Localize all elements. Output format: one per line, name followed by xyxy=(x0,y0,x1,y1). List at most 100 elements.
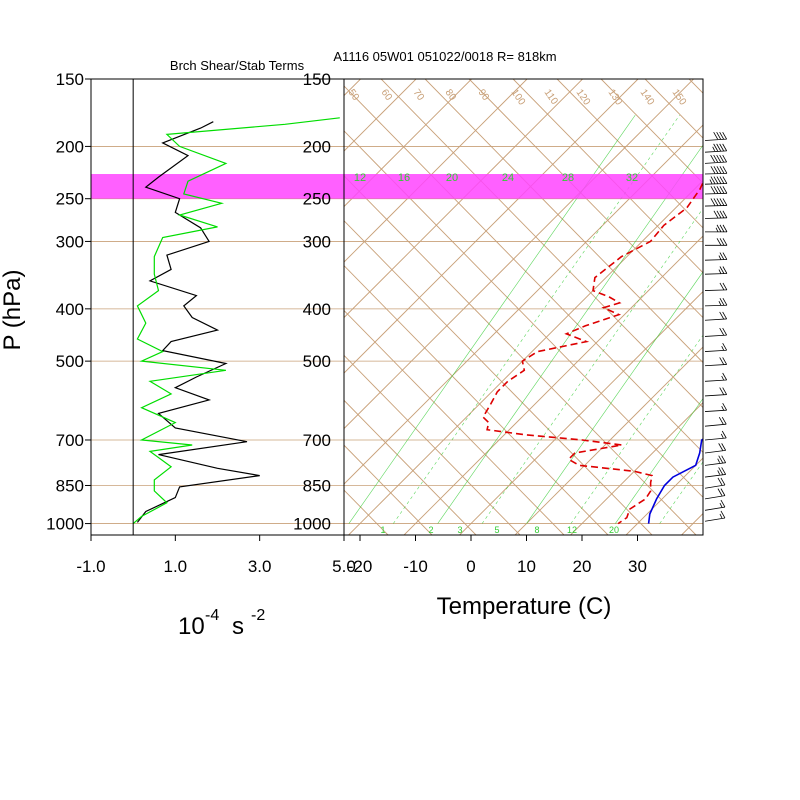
left-y-tick-700: 700 xyxy=(56,431,84,450)
mixing-ratio-label-low-3: 3 xyxy=(457,525,462,535)
dry-adiabat-line xyxy=(0,79,212,535)
right-y-tick-150: 150 xyxy=(303,70,331,89)
left-x-tick-labels: -1.0 1.0 3.0 5.0 xyxy=(76,535,356,576)
right-panel-frame xyxy=(343,78,704,536)
left-x-label-unit: s xyxy=(232,613,244,640)
right-x-tick-0: 0 xyxy=(466,557,475,576)
wind-barb xyxy=(704,176,728,185)
wind-barb xyxy=(704,430,727,441)
right-y-tick-250: 250 xyxy=(303,190,331,209)
wind-barb xyxy=(704,131,728,141)
wind-barb xyxy=(704,403,728,412)
dry-adiabat-line xyxy=(424,79,703,364)
wind-barb xyxy=(704,282,728,291)
isopleth-label-150: 150 xyxy=(670,87,689,107)
isotherm-line xyxy=(344,79,528,263)
wind-barb xyxy=(704,488,726,500)
isotherm-line xyxy=(344,79,694,430)
isotherm-line xyxy=(344,79,472,208)
wind-barb xyxy=(704,510,726,522)
left-x-label-base: 10 xyxy=(178,613,205,640)
wind-barb xyxy=(704,186,728,195)
dry-adiabat-line xyxy=(380,79,703,409)
right-x-tick--10: -10 xyxy=(403,557,428,576)
left-y-tick-500: 500 xyxy=(56,352,84,371)
isopleth-label-90: 90 xyxy=(476,87,492,103)
left-x-tick-3.0: 3.0 xyxy=(248,557,272,576)
stability-profile-line xyxy=(132,117,340,525)
left-x-axis-label: 10 -4 s -2 xyxy=(178,607,265,640)
wind-barb xyxy=(704,252,728,261)
mixing-ratio-label-low-2: 2 xyxy=(428,525,433,535)
right-y-tick-500: 500 xyxy=(303,352,331,371)
right-x-tick-10: 10 xyxy=(517,557,536,576)
mixing-ratio-label-low-20: 20 xyxy=(609,525,619,535)
left-y-tick-250: 250 xyxy=(56,190,84,209)
dry-adiabat-line xyxy=(0,79,300,535)
dry-adiabat-line xyxy=(344,309,565,535)
right-panel-title: A1116 05W01 051022/0018 R= 818km xyxy=(333,49,556,64)
wind-barb xyxy=(704,455,727,466)
wind-barbs xyxy=(704,131,728,522)
wind-barb xyxy=(705,224,728,233)
isopleth-label-130: 130 xyxy=(606,87,625,107)
mixing-ratio-line xyxy=(615,397,703,524)
isotherm-line xyxy=(403,235,703,535)
mixing-ratio-label-low-12: 12 xyxy=(567,525,577,535)
mixing-ratio-label-20: 20 xyxy=(446,172,458,184)
isopleth-label-80: 80 xyxy=(443,87,459,103)
left-y-tick-300: 300 xyxy=(56,232,84,251)
wind-barb xyxy=(704,387,728,397)
wind-barb xyxy=(704,266,728,275)
isopleth-label-70: 70 xyxy=(411,87,427,103)
right-x-tick--20: -20 xyxy=(348,557,373,576)
wind-barb xyxy=(705,238,728,246)
left-panel-title: Brch Shear/Stab Terms xyxy=(170,58,305,73)
right-y-tick-850: 850 xyxy=(303,476,331,495)
dry-adiabat-line xyxy=(344,354,521,535)
right-y-tick-300: 300 xyxy=(303,232,331,251)
isotherm-line xyxy=(459,290,703,535)
shear-stability-panel: 150 200 250 300 400 500 700 850 1000 -1.0 1.0 3.0 5… xyxy=(46,70,356,576)
mixing-ratio-line xyxy=(526,271,703,524)
left-x-label-unit-exponent: -2 xyxy=(251,607,265,624)
wind-barb xyxy=(704,467,727,478)
left-y-tick-labels: 150 200 250 300 400 500 700 850 1000 xyxy=(46,70,91,534)
dry-adiabat-line xyxy=(468,79,703,319)
left-y-tick-1000: 1000 xyxy=(46,515,84,534)
shear-profile-line xyxy=(136,121,260,523)
isotherm-line xyxy=(570,401,703,535)
dewpoint-profile-line xyxy=(482,180,703,525)
right-panel-background-lines xyxy=(0,79,800,535)
wind-barb xyxy=(704,443,727,454)
left-y-tick-400: 400 xyxy=(56,300,84,319)
wind-barb xyxy=(704,311,728,321)
isotherm-line xyxy=(737,79,800,535)
right-y-tick-1000: 1000 xyxy=(293,515,331,534)
right-band-highlight xyxy=(344,174,703,199)
isotherm-line xyxy=(0,79,305,535)
mixing-ratio-label-low-8: 8 xyxy=(534,525,539,535)
mixing-ratio-label-24: 24 xyxy=(502,172,514,184)
right-x-tick-30: 30 xyxy=(628,557,647,576)
dry-adiabat-line xyxy=(344,85,703,453)
mixing-ratio-label-low-1: 1 xyxy=(380,525,385,535)
mixing-ratio-label-low-5: 5 xyxy=(494,525,499,535)
wind-barb xyxy=(704,166,728,175)
temperature-axis-label: Temperature (C) xyxy=(437,593,612,620)
dry-adiabat-line xyxy=(0,79,256,535)
left-y-tick-200: 200 xyxy=(56,137,84,156)
wind-barb xyxy=(704,499,726,511)
dry-adiabat-line xyxy=(344,130,703,498)
dry-adiabat-line xyxy=(344,444,433,535)
dry-adiabat-line xyxy=(344,220,653,535)
dry-adiabat-line xyxy=(688,79,703,94)
isopleth-label-140: 140 xyxy=(638,87,657,107)
left-x-tick--1.0: -1.0 xyxy=(76,557,105,576)
wind-barb xyxy=(704,143,728,153)
wind-barb xyxy=(704,477,726,489)
mixing-ratio-labels: 12 16 20 24 28 321 2 3 5 8 12 20 xyxy=(354,172,638,535)
left-x-label-exponent: -4 xyxy=(205,607,219,624)
dry-adiabat-line xyxy=(344,399,477,535)
